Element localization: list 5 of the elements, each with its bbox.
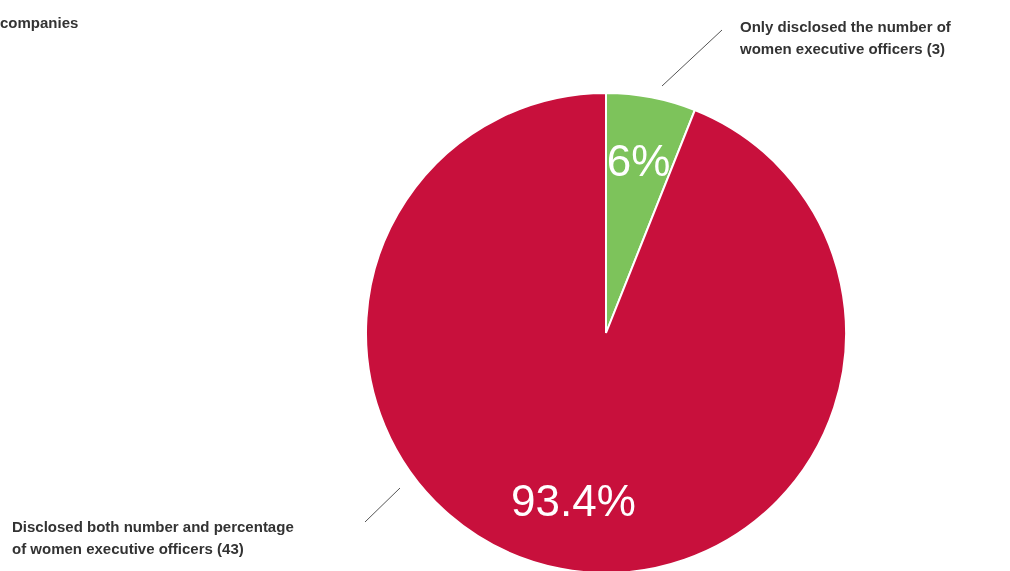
- text: companies: [0, 14, 79, 31]
- data-label: 6%: [606, 136, 671, 186]
- slice-label: Disclosed both number and percentage of women executive officers (43): [12, 518, 294, 557]
- data-label: 93.4%: [511, 475, 636, 525]
- slice-label: Only disclosed the number of women executive officers (3): [739, 18, 952, 57]
